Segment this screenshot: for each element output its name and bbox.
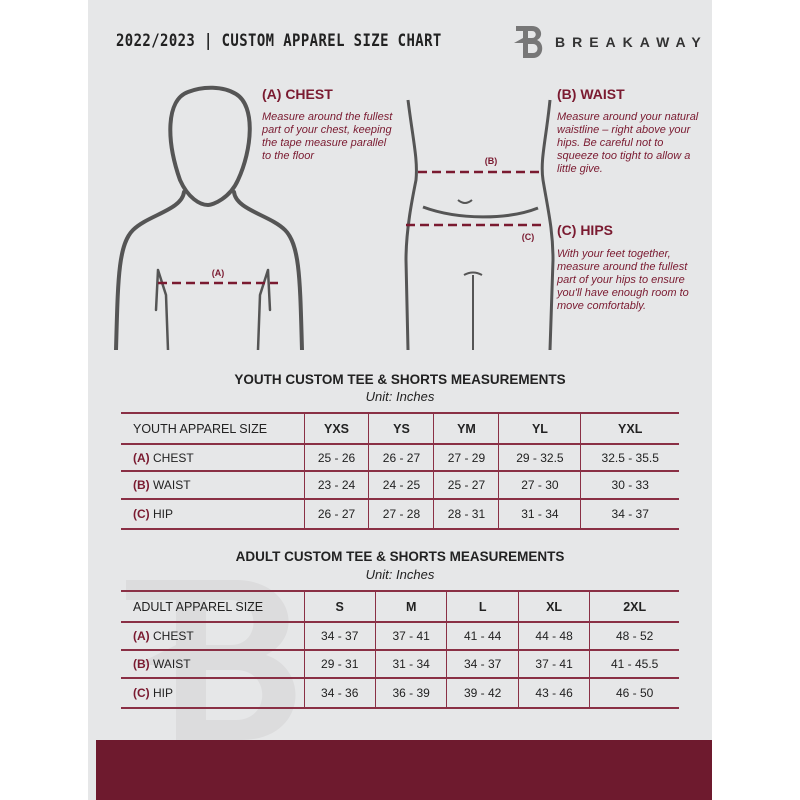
table-cell: 31 - 34 [374, 649, 447, 679]
body-illustrations: (A) (B) (C) [114, 85, 555, 350]
size-header-ys: YS [368, 412, 434, 445]
table-cell: 29 - 32.5 [498, 443, 581, 472]
footer-band [96, 740, 712, 800]
adult-table-title: ADULT CUSTOM TEE & SHORTS MEASUREMENTS [235, 549, 565, 564]
page-title: 2022/2023 | CUSTOM APPAREL SIZE CHART [116, 31, 442, 51]
hips-heading: (C) HIPS [557, 222, 613, 238]
table-row: (C) HIP 26 - 27 27 - 28 28 - 31 31 - 34 34 - … [121, 498, 679, 530]
table-cell: 27 - 28 [368, 498, 434, 530]
size-header-yxs: YXS [303, 412, 369, 445]
table-cell: 34 - 37 [580, 498, 679, 530]
table-header-row: YOUTH APPAREL SIZE YXS YS YM YL YXL [121, 412, 679, 445]
row-label: (C) HIP [121, 498, 304, 530]
table-cell: 27 - 30 [498, 470, 581, 500]
table-cell: 36 - 39 [374, 677, 447, 709]
chest-heading: (A) CHEST [262, 86, 333, 102]
size-header-s: S [303, 590, 376, 623]
table-cell: 30 - 33 [580, 470, 679, 500]
table-cell: 48 - 52 [589, 621, 679, 651]
row-label: (B) WAIST [121, 649, 304, 679]
table-row: (C) HIP 34 - 36 36 - 39 39 - 42 43 - 46 46 - … [121, 677, 679, 709]
size-column-header: YOUTH APPAREL SIZE [121, 412, 304, 445]
size-column-header: ADULT APPAREL SIZE [121, 590, 304, 623]
table-cell: 27 - 29 [433, 443, 499, 472]
size-header-m: M [374, 590, 447, 623]
table-row: (A) CHEST 34 - 37 37 - 41 41 - 44 44 - 48 48 … [121, 621, 679, 651]
row-name: HIP [153, 686, 174, 700]
table-header-row: ADULT APPAREL SIZE S M L XL 2XL [121, 590, 679, 623]
table-row: (B) WAIST 23 - 24 24 - 25 25 - 27 27 - 30 30 … [121, 470, 679, 500]
chest-description: Measure around the fullest part of your … [262, 111, 393, 162]
hips-marker: (C) [522, 232, 535, 242]
row-name: WAIST [153, 478, 191, 492]
row-code: (A) [133, 450, 150, 465]
table-cell: 46 - 50 [589, 677, 679, 709]
table-cell: 41 - 44 [446, 621, 519, 651]
table-cell: 23 - 24 [303, 470, 369, 500]
row-code: (B) [133, 657, 150, 671]
row-code: (B) [133, 478, 150, 492]
row-code: (C) [133, 507, 150, 521]
table-cell: 29 - 31 [303, 649, 376, 679]
row-name: WAIST [153, 657, 191, 671]
table-cell: 26 - 27 [303, 498, 369, 530]
size-header-ym: YM [433, 412, 499, 445]
waist-marker: (B) [485, 156, 498, 166]
row-code: (A) [133, 629, 150, 643]
breakaway-logo-icon [514, 26, 543, 58]
row-label: (B) WAIST [121, 470, 304, 500]
row-name: HIP [153, 507, 174, 521]
table-cell: 41 - 45.5 [589, 649, 679, 679]
table-cell: 34 - 37 [446, 649, 519, 679]
waist-heading: (B) WAIST [557, 86, 625, 102]
size-header-yxl: YXL [580, 412, 679, 445]
adult-size-table: ADULT APPAREL SIZE S M L XL 2XL (A) CHEST 34 - … [121, 590, 679, 709]
row-label: (A) CHEST [121, 443, 304, 472]
row-code: (C) [133, 686, 150, 700]
youth-size-table: YOUTH APPAREL SIZE YXS YS YM YL YXL (A) CHEST 2… [121, 412, 679, 530]
table-cell: 32.5 - 35.5 [580, 443, 679, 472]
table-row: (B) WAIST 29 - 31 31 - 34 34 - 37 37 - 41 41 … [121, 649, 679, 679]
row-name: CHEST [153, 450, 194, 465]
torso-figure-icon [114, 85, 304, 350]
chest-marker: (A) [212, 268, 225, 278]
youth-unit: Unit: Inches [365, 389, 435, 404]
table-cell: 25 - 26 [303, 443, 369, 472]
table-cell: 37 - 41 [374, 621, 447, 651]
size-header-xl: XL [517, 590, 590, 623]
size-header-yl: YL [498, 412, 581, 445]
adult-unit: Unit: Inches [365, 567, 435, 582]
table-cell: 31 - 34 [498, 498, 581, 530]
table-cell: 43 - 46 [517, 677, 590, 709]
waist-description: Measure around your natural waistline – … [557, 111, 699, 175]
row-label: (C) HIP [121, 677, 304, 709]
waist-hips-figure-icon [404, 99, 555, 350]
brand-name: BREAKAWAY [555, 34, 708, 50]
row-label: (A) CHEST [121, 621, 304, 651]
size-chart-page: 2022/2023 | CUSTOM APPAREL SIZE CHART BR… [88, 0, 712, 800]
table-cell: 37 - 41 [517, 649, 590, 679]
table-row: (A) CHEST 25 - 26 26 - 27 27 - 29 29 - 32.5 3… [121, 443, 679, 472]
table-cell: 44 - 48 [517, 621, 590, 651]
table-cell: 24 - 25 [368, 470, 434, 500]
table-cell: 39 - 42 [446, 677, 519, 709]
size-header-l: L [446, 590, 519, 623]
table-cell: 25 - 27 [433, 470, 499, 500]
row-name: CHEST [153, 629, 194, 643]
table-cell: 28 - 31 [433, 498, 499, 530]
table-cell: 34 - 37 [303, 621, 376, 651]
table-cell: 26 - 27 [368, 443, 434, 472]
youth-table-title: YOUTH CUSTOM TEE & SHORTS MEASUREMENTS [234, 372, 566, 387]
size-header-2xl: 2XL [589, 590, 679, 623]
hips-description: With your feet together, measure around … [557, 248, 689, 312]
table-cell: 34 - 36 [303, 677, 376, 709]
